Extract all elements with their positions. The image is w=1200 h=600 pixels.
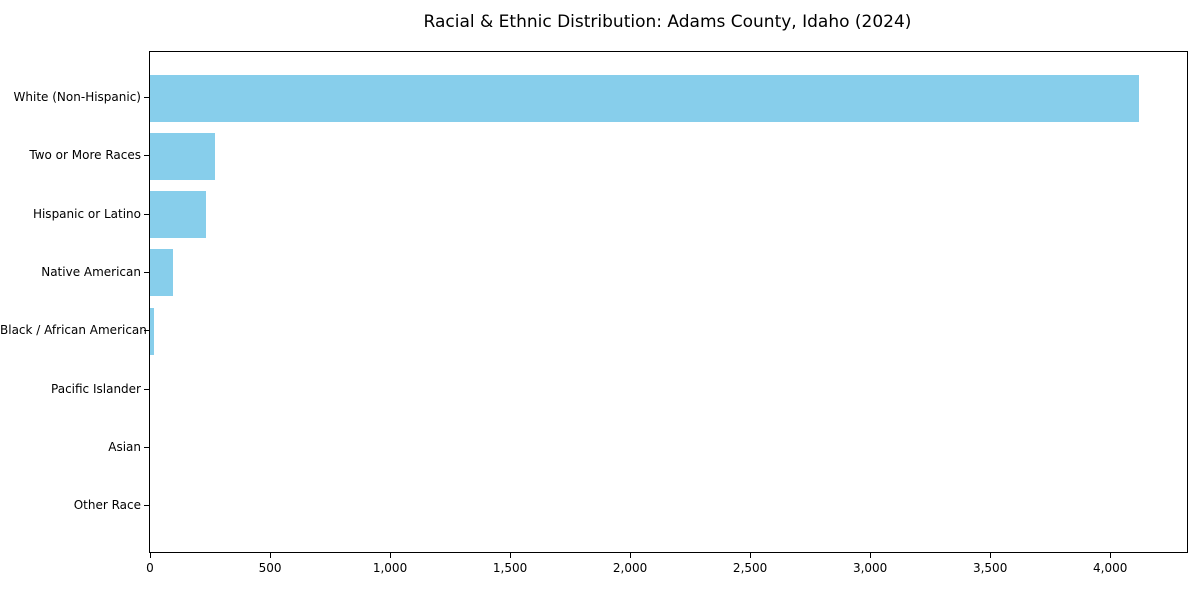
y-tick-mark xyxy=(144,505,149,507)
x-tick-mark xyxy=(1110,553,1112,558)
x-tick-mark xyxy=(150,553,151,558)
y-tick-label: White (Non-Hispanic) xyxy=(13,90,141,104)
y-tick-mark xyxy=(144,330,149,332)
x-tick-mark xyxy=(870,553,872,558)
bar xyxy=(150,74,1139,122)
x-tick-mark xyxy=(990,553,992,558)
x-tick-mark xyxy=(270,553,272,558)
y-tick-label: Black / African American xyxy=(0,323,147,338)
x-tick-label: 3,500 xyxy=(972,561,1008,575)
plot-area xyxy=(149,51,1188,553)
chart-title: Racial & Ethnic Distribution: Adams Coun… xyxy=(423,12,912,32)
x-tick-label: 2,500 xyxy=(732,561,768,575)
x-tick-label: 1,000 xyxy=(372,561,408,575)
bar xyxy=(150,249,173,297)
x-tick-mark xyxy=(390,553,392,558)
y-tick-label: Native American xyxy=(41,264,141,279)
x-tick-mark xyxy=(750,553,752,558)
y-tick-mark xyxy=(144,446,149,448)
y-tick-label: Two or More Races xyxy=(29,148,141,163)
y-tick-mark xyxy=(144,271,149,273)
bar xyxy=(150,191,207,239)
y-tick-label: Asian xyxy=(108,439,141,454)
x-tick-mark xyxy=(630,553,632,558)
x-tick-mark xyxy=(510,553,512,558)
x-tick-label: 3,000 xyxy=(852,561,888,575)
x-tick-label: 2,000 xyxy=(612,561,648,575)
y-tick-label: Other Race xyxy=(73,498,141,513)
y-tick-mark xyxy=(144,97,149,98)
y-tick-mark xyxy=(144,155,149,157)
y-tick-label: Hispanic or Latino xyxy=(32,206,141,221)
y-tick-label: Pacific Islander xyxy=(51,381,141,396)
y-tick-mark xyxy=(144,213,149,215)
bar xyxy=(150,132,215,180)
x-tick-label: 0 xyxy=(146,561,154,575)
y-tick-mark xyxy=(144,388,149,390)
bar xyxy=(150,307,154,355)
x-tick-label: 500 xyxy=(258,561,282,575)
x-tick-label: 4,000 xyxy=(1092,561,1128,575)
x-tick-label: 1,500 xyxy=(492,561,528,575)
